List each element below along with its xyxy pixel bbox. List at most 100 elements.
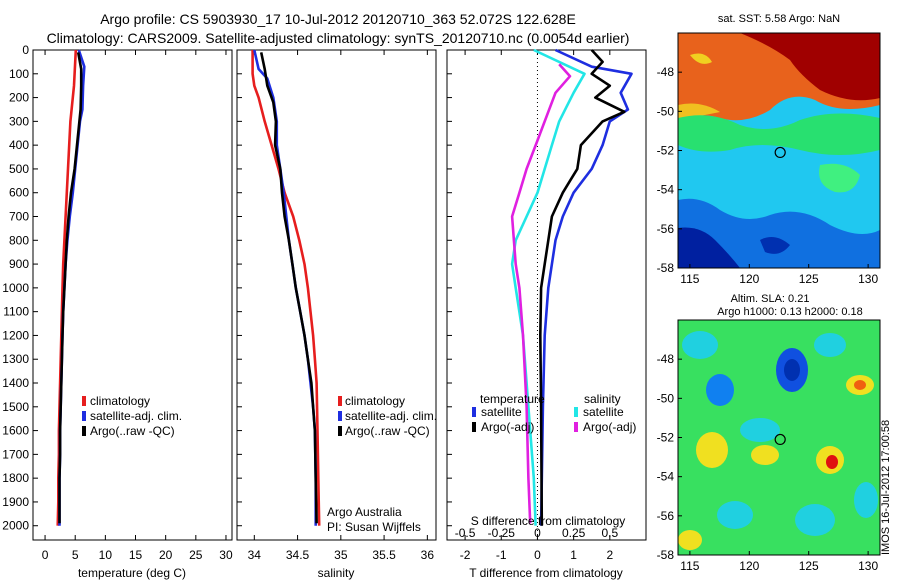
sla-cyan-eddy — [682, 331, 718, 359]
argo-location-marker — [774, 433, 786, 446]
sst-map-axes: 115 120 125 130 -48 -50 -52 -54 -56 -58 — [657, 65, 879, 286]
x-tick-label: 34 — [248, 548, 262, 562]
x-tick-label: 35.5 — [372, 548, 396, 562]
y-tick-label: 1900 — [2, 495, 29, 509]
legend-label-s-argo: Argo(-adj) — [583, 420, 636, 434]
s-tick-label: 0 — [534, 526, 541, 540]
difference-panel: -2 -1 0 1 2 -0.5 -0.25 0 0.25 0.5 T difference f… — [446, 48, 647, 580]
sla-deep-blue-core — [784, 359, 800, 381]
sst-blue-region — [678, 198, 880, 268]
s-tick-label: -0.5 — [455, 526, 476, 540]
x-tick-label: 35 — [334, 548, 348, 562]
sst-yellow-band — [678, 103, 720, 120]
map-x-tick-label: 125 — [799, 272, 819, 286]
legend-label-argo: Argo(..raw -QC) — [90, 424, 175, 438]
series-line-temperature-satellite — [539, 48, 633, 526]
sla-cyan-eddy — [740, 418, 780, 442]
map-y-tick-label: -56 — [657, 509, 675, 523]
sst-yellow-patch — [690, 53, 712, 64]
sla-cyan-eddy — [795, 504, 835, 536]
y-tick-label: 900 — [9, 257, 29, 271]
sla-map-axes: 115 120 125 130 -48 -50 -52 -54 -56 -58 — [657, 352, 879, 573]
temperature-series — [56, 49, 86, 526]
map-x-tick-label: 130 — [858, 272, 878, 286]
argo-australia-annotation: Argo Australia — [327, 505, 402, 519]
map-y-tick-label: -58 — [657, 261, 675, 275]
sst-map-title: sat. SST: 5.58 Argo: NaN — [718, 13, 840, 25]
sst-green-patch — [819, 163, 860, 193]
y-tick-label: 500 — [9, 162, 29, 176]
y-tick-label: 400 — [9, 138, 29, 152]
salinity-series — [251, 49, 321, 526]
pi-annotation: PI: Susan Wijffels — [327, 520, 421, 534]
s-tick-label: 0.25 — [562, 526, 586, 540]
map-x-tick-label: 125 — [799, 559, 819, 573]
s-tick-label: 0.5 — [601, 526, 618, 540]
legend-swatch-t-argo — [472, 422, 476, 432]
legend-label-t-argo: Argo(-adj) — [481, 420, 534, 434]
series-line-salinity-argo-adj — [510, 63, 572, 524]
figure-title-line1: Argo profile: CS 5903930_17 10-Jul-2012 … — [100, 11, 576, 27]
legend-swatch-s-satellite — [574, 407, 578, 417]
y-tick-label: 1300 — [2, 352, 29, 366]
sst-green-band — [678, 113, 880, 155]
legend-label-climatology: climatology — [90, 394, 150, 408]
y-tick-label: 200 — [9, 91, 29, 105]
s-difference-label: S difference from climatology — [471, 514, 626, 528]
map-y-tick-label: -58 — [657, 548, 675, 562]
temperature-xlabel: temperature (deg C) — [78, 566, 186, 580]
legend-swatch-s-argo — [574, 422, 578, 432]
s-tick-label: -0.25 — [488, 526, 516, 540]
sst-deep-blue-patch — [760, 236, 790, 254]
map-y-tick-label: -50 — [657, 391, 675, 405]
sla-yellow-eddy — [696, 432, 728, 468]
sst-deep-blue-region — [678, 227, 740, 268]
y-tick-label: 1700 — [2, 447, 29, 461]
map-y-tick-label: -52 — [657, 431, 675, 445]
x-tick-label: 20 — [159, 548, 173, 562]
map-y-tick-label: -54 — [657, 183, 675, 197]
sla-yellow-eddy — [751, 445, 779, 465]
x-tick-label: 30 — [219, 548, 233, 562]
y-tick-label: 1600 — [2, 424, 29, 438]
temperature-legend: climatology satellite-adj. clim. Argo(..… — [82, 394, 182, 438]
legend-swatch-satellite — [82, 411, 86, 421]
y-tick-label: 300 — [9, 114, 29, 128]
sla-map-title-line2: Argo h1000: 0.13 h2000: 0.18 — [717, 306, 863, 318]
y-tick-label: 0 — [22, 43, 29, 57]
side-timestamp: IMOS 16-Jul-2012 17:00:58 — [880, 420, 892, 555]
x-tick-label: -2 — [460, 548, 471, 562]
legend-swatch-t-satellite — [472, 407, 476, 417]
y-tick-label: 1500 — [2, 400, 29, 414]
sla-cyan-eddy — [717, 501, 753, 529]
legend-swatch-climatology — [82, 396, 86, 406]
y-tick-label: 1000 — [2, 281, 29, 295]
temperature-panel: 0100200300400500600700800900100011001200… — [2, 43, 233, 580]
sla-red-core — [826, 455, 838, 469]
salinity-panel: 34 34.5 35 35.5 36 salinity climatology sate… — [236, 49, 437, 580]
x-tick-label: 15 — [129, 548, 143, 562]
x-tick-label: 25 — [189, 548, 203, 562]
map-x-tick-label: 115 — [680, 272, 699, 286]
map-y-tick-label: -50 — [657, 104, 675, 118]
map-y-tick-label: -48 — [657, 65, 675, 79]
y-tick-label: 2000 — [2, 519, 29, 533]
sla-cyan-eddy — [854, 482, 878, 518]
salinity-x-axis: 34 34.5 35 35.5 36 — [237, 49, 434, 562]
series-line-temperature-argo-adj — [538, 49, 626, 526]
map-y-tick-label: -54 — [657, 470, 675, 484]
temperature-x-axis: 0 5 10 15 20 25 30 — [42, 50, 233, 562]
legend-swatch-climatology — [338, 396, 342, 406]
legend-header-temperature: temperature — [480, 392, 545, 406]
figure-title-line2: Climatology: CARS2009. Satellite-adjuste… — [47, 30, 630, 46]
s-difference-ticks: -0.5 -0.25 0 0.25 0.5 — [455, 526, 619, 540]
x-tick-label: 0 — [534, 548, 541, 562]
series-line-climatology — [251, 50, 321, 526]
y-tick-label: 1200 — [2, 328, 29, 342]
x-tick-label: 0 — [42, 548, 49, 562]
map-y-tick-label: -56 — [657, 222, 675, 236]
depth-axis: 0 100 200 300 400 500 600 700 800 900 1000 1100 1200… — [2, 43, 38, 533]
y-tick-label: 800 — [9, 233, 29, 247]
legend-label-climatology: climatology — [345, 394, 405, 408]
argo-location-marker — [774, 146, 786, 159]
